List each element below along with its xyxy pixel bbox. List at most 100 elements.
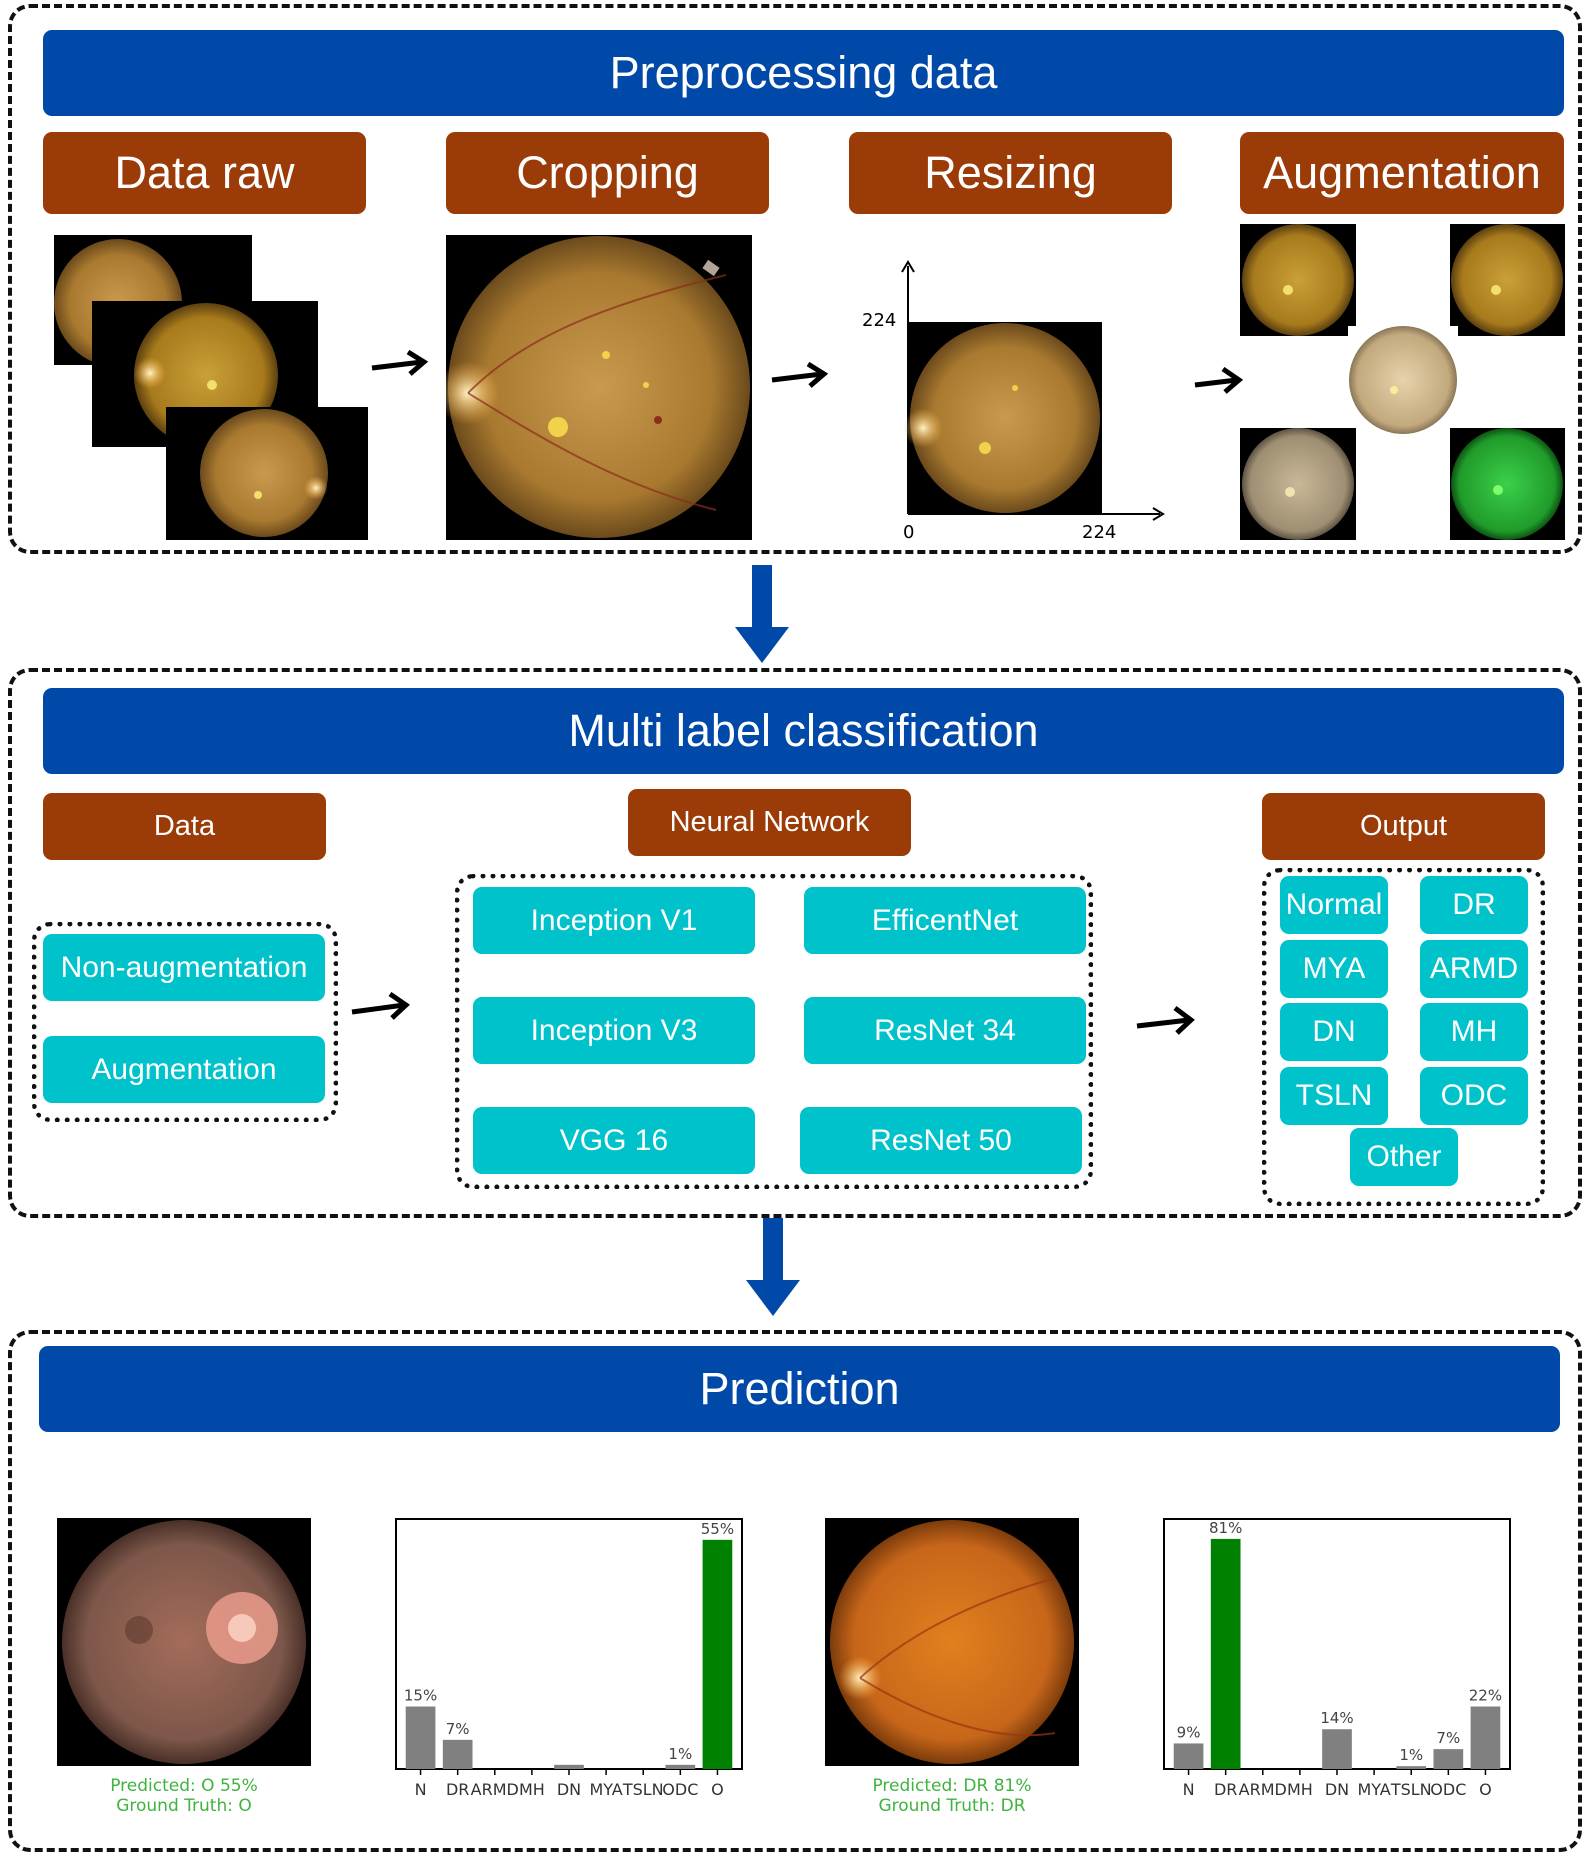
prediction-panel — [8, 1330, 1582, 1852]
x-tick-label: O — [1479, 1780, 1492, 1799]
bar — [1433, 1749, 1464, 1769]
chip-mh: MH — [1420, 1003, 1528, 1061]
predicted-text: Predicted: O 55% — [110, 1776, 258, 1796]
augmentation-images — [1240, 224, 1565, 540]
network-label: Neural Network — [669, 806, 870, 838]
cropped-fundus-image — [446, 235, 752, 540]
resize-x-tick: 224 — [1082, 522, 1117, 543]
chip-non-augmentation: Non-augmentation — [43, 934, 325, 1001]
output-label: Output — [1359, 810, 1448, 842]
chip-mya: MYA — [1280, 940, 1388, 998]
step-label: Resizing — [924, 147, 1097, 198]
data-label: Data — [153, 810, 216, 842]
data-group — [32, 922, 338, 1122]
output-group — [1262, 868, 1545, 1206]
plot-frame — [395, 1518, 743, 1770]
chip-label: Augmentation — [91, 1052, 277, 1086]
output-label-box: Output — [1262, 793, 1545, 860]
network-label-box: Neural Network — [628, 789, 911, 856]
network-group — [455, 874, 1093, 1189]
chip-label: MH — [1450, 1015, 1498, 1048]
chip-armd: ARMD — [1420, 940, 1528, 998]
chip-dn: DN — [1280, 1003, 1388, 1061]
chip-label: ARMD — [1429, 952, 1519, 985]
prediction-caption-1: Predicted: O 55% Ground Truth: O — [57, 1776, 311, 1816]
chip-label: EfficentNet — [871, 903, 1019, 937]
data-label: 9% — [1177, 1723, 1201, 1741]
chip-dr: DR — [1420, 876, 1528, 934]
data-label: 7% — [446, 1720, 470, 1738]
chip-augmentation: Augmentation — [43, 1036, 325, 1103]
data-label: 81% — [1209, 1519, 1242, 1537]
step-label: Cropping — [516, 147, 699, 198]
x-tick-label: DN — [557, 1780, 581, 1799]
arrow-icon — [1136, 1006, 1195, 1035]
x-tick-label: DN — [1325, 1780, 1349, 1799]
step-cropping: Cropping — [446, 132, 769, 214]
chip-label: TSLN — [1295, 1079, 1373, 1112]
chip-odc: ODC — [1420, 1067, 1528, 1125]
x-tick-label: TSLN — [622, 1780, 664, 1799]
bar — [1470, 1706, 1501, 1769]
resize-x-origin: 0 — [903, 522, 915, 543]
x-tick-label: TSLN — [1390, 1780, 1432, 1799]
x-tick-label: O — [711, 1780, 724, 1799]
data-label: 1% — [1399, 1746, 1423, 1764]
chip-resnet-34: ResNet 34 — [804, 997, 1086, 1064]
resize-plot — [901, 260, 1165, 521]
chip-label: MYA — [1302, 952, 1366, 985]
bar — [665, 1764, 696, 1769]
chip-label: Non-augmentation — [60, 950, 308, 984]
bar — [554, 1764, 584, 1769]
data-label: 14% — [1320, 1709, 1353, 1727]
bar — [1210, 1538, 1241, 1769]
x-tick-label: N — [415, 1780, 427, 1799]
chip-label: VGG 16 — [559, 1123, 669, 1157]
data-label-box: Data — [43, 793, 326, 860]
bar — [1322, 1729, 1352, 1769]
bar — [1173, 1743, 1204, 1769]
preprocessing-header: Preprocessing data — [43, 30, 1564, 116]
raw-fundus-images — [54, 235, 368, 540]
resize-y-tick: 224 — [862, 310, 897, 331]
chip-inception-v1: Inception V1 — [473, 887, 755, 954]
chip-label: Inception V3 — [530, 1013, 698, 1047]
x-tick-label: ARMD — [471, 1780, 519, 1799]
predicted-text: Predicted: DR 81% — [872, 1776, 1032, 1796]
classification-title: Multi label classification — [568, 705, 1039, 756]
step-label: Augmentation — [1263, 147, 1541, 198]
prediction-header: Prediction — [39, 1346, 1560, 1432]
x-tick-label: MH — [1287, 1780, 1313, 1799]
chip-label: ResNet 34 — [874, 1013, 1016, 1047]
step-label: Data raw — [114, 147, 295, 198]
chip-normal: Normal — [1280, 876, 1388, 934]
x-tick-label: DR — [1214, 1780, 1237, 1799]
chip-label: Normal — [1285, 888, 1383, 921]
preprocessing-title: Preprocessing data — [609, 47, 998, 98]
bar — [702, 1539, 733, 1769]
classification-panel — [8, 668, 1582, 1218]
bar — [442, 1739, 473, 1769]
chip-label: ODC — [1440, 1079, 1508, 1112]
prediction-caption-2: Predicted: DR 81% Ground Truth: DR — [825, 1776, 1079, 1816]
preprocessing-panel — [8, 4, 1582, 554]
x-tick-label: ODC — [662, 1780, 698, 1799]
step-resizing: Resizing — [849, 132, 1172, 214]
x-tick-label: MYA — [1357, 1780, 1390, 1799]
arrow-icon — [371, 350, 429, 376]
chip-label: DN — [1312, 1015, 1356, 1048]
chip-label: Inception V1 — [530, 903, 698, 937]
data-label: 1% — [668, 1745, 692, 1763]
data-label: 55% — [701, 1520, 734, 1538]
x-tick-label: N — [1183, 1780, 1195, 1799]
prediction-image-1 — [57, 1518, 311, 1766]
prediction-title: Prediction — [699, 1363, 900, 1414]
arrow-icon — [1194, 367, 1244, 394]
down-arrow-icon — [735, 565, 789, 663]
bar — [405, 1706, 436, 1769]
chip-label: ResNet 50 — [870, 1123, 1012, 1157]
chip-inception-v3: Inception V3 — [473, 997, 755, 1064]
prediction-chart-2: 9% N 81% DR ARMD MH 14% DN MYA 1% TSLN 7% ODC 22% O — [1163, 1518, 1511, 1799]
classification-header: Multi label classification — [43, 688, 1564, 774]
chip-other: Other — [1350, 1128, 1458, 1186]
